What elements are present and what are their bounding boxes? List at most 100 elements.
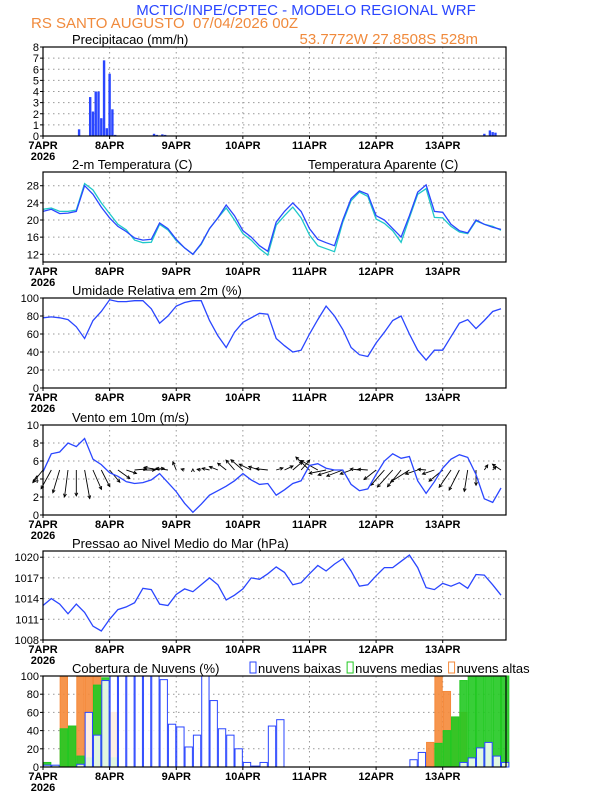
cloud-bar-nuvens-baixas: [484, 741, 493, 768]
cloud-bar-nuvens-medias: [459, 680, 468, 768]
wind-arrowhead: [428, 477, 433, 482]
x-tick-label: 13APR: [425, 266, 461, 278]
x-tick-label: 10APR: [225, 140, 261, 152]
cloud-bar-nuvens-baixas: [84, 711, 93, 768]
x-year-label: 2026: [31, 655, 55, 667]
wind-arrowhead: [63, 493, 67, 498]
cloud-bar-nuvens-baixas: [501, 761, 510, 768]
y-tick-label: 80: [27, 311, 39, 323]
wind-vector: [363, 469, 377, 480]
wind-vector: [340, 469, 352, 475]
y-tick-label: 6: [33, 456, 39, 468]
x-tick-label: 7APR: [28, 519, 57, 531]
cloud-bar-nuvens-baixas: [492, 755, 502, 768]
legend-label: nuvens medias: [355, 661, 443, 676]
wind-arrowhead: [216, 462, 222, 467]
cloud-bar-nuvens-baixas: [259, 761, 268, 768]
wind-arrowhead: [201, 467, 206, 471]
cloud-bar-nuvens-baixas: [92, 734, 102, 768]
wind-vector: [276, 467, 284, 471]
cloud-bar-nuvens-baixas: [159, 679, 168, 768]
panel-title: 2-m Temperatura (C): [72, 157, 192, 172]
header-station: RS SANTO AUGUSTO: [31, 15, 185, 32]
wind-vector: [100, 469, 111, 487]
wind-vector: [84, 469, 91, 499]
panel-4: 1008 1011 1014 1017 1020 7APR 8APR 9APR 10APR 11A…: [15, 536, 507, 667]
x-tick-label: 9APR: [162, 266, 191, 278]
y-tick-label: 20: [27, 215, 39, 227]
wind-vector: [309, 469, 327, 474]
cloud-bar-nuvens-baixas: [242, 761, 252, 768]
plot-frame: [42, 46, 507, 137]
wind-vector: [172, 461, 177, 471]
wind-arrowhead: [133, 470, 138, 475]
x-tick-label: 9APR: [162, 644, 191, 656]
wind-vector: [52, 469, 61, 493]
wind-vector: [295, 456, 310, 471]
x-tick-label: 12APR: [358, 266, 394, 278]
x-tick-label: 10APR: [225, 519, 261, 531]
y-tick-label: 24: [27, 198, 39, 210]
wind-arrowhead: [339, 471, 344, 475]
precip-bar: [111, 109, 114, 136]
x-tick-label: 11APR: [292, 266, 327, 278]
header-run: 07/04/2026 00Z: [193, 15, 298, 32]
wind-vector: [92, 469, 102, 490]
wind-arrowhead: [190, 467, 195, 473]
precip-bar: [100, 118, 103, 136]
panel-5: 0 20 40 60 80 100 7APR 8APR 9APR 10APR 11APR 12APR 1…: [21, 661, 530, 792]
wind-vector: [209, 466, 219, 471]
header-location: 53.7772W 27.8508S 528m: [300, 31, 478, 48]
x-year-label: 2026: [31, 277, 55, 289]
wind-arrowhead: [225, 459, 230, 464]
wind-arrowhead: [448, 486, 453, 491]
wind-arrowhead: [356, 467, 362, 472]
x-tick-label: 8APR: [95, 140, 124, 152]
x-tick-label: 11APR: [292, 771, 327, 783]
x-tick-label: 7APR: [28, 140, 57, 152]
y-tick-label: 5: [33, 75, 39, 87]
wind-vector: [405, 469, 418, 475]
legend-apparent-temperature: Temperatura Aparente (C): [308, 157, 458, 172]
cloud-bar-nuvens-baixas: [226, 734, 235, 768]
cloud-bar-nuvens-altas: [426, 741, 435, 768]
wind-vector: [326, 469, 343, 477]
wind-arrowhead: [308, 470, 313, 475]
x-tick-label: 12APR: [358, 644, 394, 656]
wind-vector: [32, 469, 44, 483]
wind-vector: [225, 459, 235, 471]
y-tick-label: 1020: [15, 552, 39, 564]
cloud-bar-nuvens-baixas: [459, 761, 468, 768]
precip-bar: [108, 73, 111, 136]
wind-vector: [370, 469, 385, 486]
series-line-0: [42, 182, 502, 257]
panel-title: Precipitacao (mm/h): [72, 32, 188, 47]
wind-arrowhead: [299, 459, 305, 464]
cloud-bar-nuvens-baixas: [109, 675, 118, 768]
wind-arrowhead: [238, 463, 243, 468]
plot-frame: [42, 550, 507, 641]
legend-swatch: [249, 661, 257, 674]
cloud-bar-nuvens-baixas: [126, 675, 135, 768]
y-tick-label: 4: [33, 87, 39, 99]
panel-title: Umidade Relativa em 2m (%): [72, 283, 242, 298]
x-year-label: 2026: [31, 403, 55, 415]
legend-label: nuvens baixas: [258, 661, 342, 676]
legend-swatch: [346, 661, 354, 674]
wind-arrowhead: [254, 467, 260, 471]
cloud-bar-nuvens-baixas: [134, 675, 143, 768]
precip-bar: [91, 111, 95, 136]
wind-vector: [292, 461, 303, 471]
x-tick-label: 10APR: [225, 392, 261, 404]
x-tick-label: 8APR: [95, 644, 124, 656]
wind-arrowhead: [180, 467, 185, 472]
cloud-bar-nuvens-baixas: [267, 725, 277, 768]
wind-arrowhead: [306, 459, 311, 464]
cloud-bar-nuvens-medias: [467, 675, 477, 768]
panel-title: Pressao ao Nivel Medio do Mar (hPa): [72, 536, 289, 551]
y-tick-label: 6: [33, 64, 39, 76]
y-tick-label: 100: [21, 293, 39, 305]
wind-arrowhead: [491, 463, 496, 468]
cloud-bar-nuvens-baixas: [151, 675, 160, 768]
